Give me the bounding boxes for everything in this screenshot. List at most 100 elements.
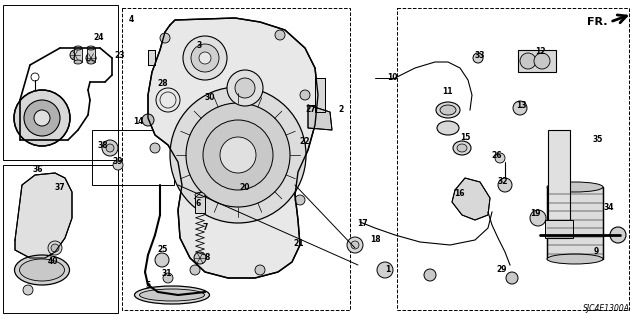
Ellipse shape xyxy=(195,192,205,197)
Text: 3: 3 xyxy=(196,41,202,50)
Text: 28: 28 xyxy=(157,78,168,87)
Bar xyxy=(548,130,570,238)
Ellipse shape xyxy=(87,46,95,50)
Bar xyxy=(92,130,174,185)
Ellipse shape xyxy=(436,102,460,118)
Text: 30: 30 xyxy=(205,93,215,101)
Ellipse shape xyxy=(74,60,82,64)
Text: 31: 31 xyxy=(162,270,172,278)
Text: 27: 27 xyxy=(306,106,316,115)
Circle shape xyxy=(150,143,160,153)
Circle shape xyxy=(191,44,219,72)
Text: 1: 1 xyxy=(385,265,390,275)
Circle shape xyxy=(227,70,263,106)
Bar xyxy=(3,165,118,313)
Circle shape xyxy=(190,265,200,275)
Ellipse shape xyxy=(134,286,209,304)
Circle shape xyxy=(295,195,305,205)
Circle shape xyxy=(255,265,265,275)
Text: 33: 33 xyxy=(475,51,485,61)
Circle shape xyxy=(473,53,483,63)
Circle shape xyxy=(300,90,310,100)
Ellipse shape xyxy=(547,254,603,264)
Bar xyxy=(3,5,118,160)
Text: 29: 29 xyxy=(497,265,508,275)
Circle shape xyxy=(51,244,59,252)
Circle shape xyxy=(170,87,306,223)
Circle shape xyxy=(23,285,33,295)
Bar xyxy=(74,48,82,62)
Circle shape xyxy=(235,78,255,98)
Bar xyxy=(547,187,603,259)
Bar xyxy=(195,195,205,213)
Polygon shape xyxy=(308,105,332,130)
Text: SJC4E1300A: SJC4E1300A xyxy=(583,304,630,313)
Bar xyxy=(122,8,350,310)
Text: 6: 6 xyxy=(195,199,200,209)
Polygon shape xyxy=(148,50,155,65)
Text: 22: 22 xyxy=(300,137,310,146)
Text: 12: 12 xyxy=(535,47,545,56)
Circle shape xyxy=(142,114,154,126)
Text: FR.: FR. xyxy=(586,17,607,27)
Text: 19: 19 xyxy=(530,209,540,218)
Polygon shape xyxy=(315,78,325,112)
Ellipse shape xyxy=(74,46,82,50)
Circle shape xyxy=(199,52,211,64)
Text: 7: 7 xyxy=(202,224,208,233)
Ellipse shape xyxy=(19,259,65,281)
Circle shape xyxy=(155,253,169,267)
Circle shape xyxy=(48,241,62,255)
Ellipse shape xyxy=(87,60,95,64)
Text: 9: 9 xyxy=(593,248,598,256)
Text: 32: 32 xyxy=(498,177,508,187)
Text: 26: 26 xyxy=(492,152,502,160)
Bar xyxy=(547,187,603,259)
Text: 8: 8 xyxy=(204,254,210,263)
Circle shape xyxy=(534,53,550,69)
Circle shape xyxy=(24,100,60,136)
Ellipse shape xyxy=(457,144,467,152)
Circle shape xyxy=(275,30,285,40)
Circle shape xyxy=(183,36,227,80)
Text: 13: 13 xyxy=(516,100,526,109)
Circle shape xyxy=(424,269,436,281)
Text: 2: 2 xyxy=(339,106,344,115)
Polygon shape xyxy=(148,18,318,278)
Text: 36: 36 xyxy=(33,166,44,174)
Circle shape xyxy=(34,110,50,126)
Circle shape xyxy=(163,273,173,283)
Text: 16: 16 xyxy=(454,189,464,197)
Text: 5: 5 xyxy=(145,281,150,291)
Ellipse shape xyxy=(15,255,70,285)
Text: 10: 10 xyxy=(387,73,397,83)
Circle shape xyxy=(220,137,256,173)
Ellipse shape xyxy=(440,105,456,115)
Circle shape xyxy=(513,101,527,115)
Circle shape xyxy=(520,53,536,69)
Circle shape xyxy=(106,144,114,152)
Circle shape xyxy=(102,140,118,156)
Circle shape xyxy=(186,103,290,207)
Circle shape xyxy=(14,90,70,146)
Text: 14: 14 xyxy=(132,116,143,125)
Circle shape xyxy=(506,272,518,284)
Ellipse shape xyxy=(140,289,205,301)
Circle shape xyxy=(347,237,363,253)
Circle shape xyxy=(495,153,505,163)
Circle shape xyxy=(530,210,546,226)
Text: 17: 17 xyxy=(356,219,367,227)
Ellipse shape xyxy=(547,182,603,192)
Circle shape xyxy=(377,262,393,278)
Text: 39: 39 xyxy=(113,158,124,167)
Text: 11: 11 xyxy=(442,86,452,95)
Circle shape xyxy=(113,160,123,170)
Text: 35: 35 xyxy=(593,136,603,145)
Ellipse shape xyxy=(453,141,471,155)
Circle shape xyxy=(194,252,206,264)
Circle shape xyxy=(86,53,96,63)
Bar xyxy=(518,50,556,72)
Ellipse shape xyxy=(437,121,459,135)
Text: 23: 23 xyxy=(115,51,125,61)
Bar xyxy=(87,48,95,62)
